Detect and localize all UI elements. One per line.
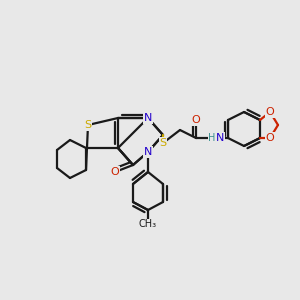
Text: O: O	[111, 167, 119, 177]
Text: O: O	[266, 133, 274, 143]
Text: S: S	[84, 120, 92, 130]
Text: N: N	[144, 113, 152, 123]
Text: O: O	[192, 115, 200, 125]
Text: O: O	[266, 107, 274, 117]
Text: N: N	[216, 133, 224, 143]
Text: S: S	[159, 138, 167, 148]
Text: N: N	[144, 147, 152, 157]
Text: H: H	[208, 133, 216, 143]
Text: CH₃: CH₃	[139, 219, 157, 229]
